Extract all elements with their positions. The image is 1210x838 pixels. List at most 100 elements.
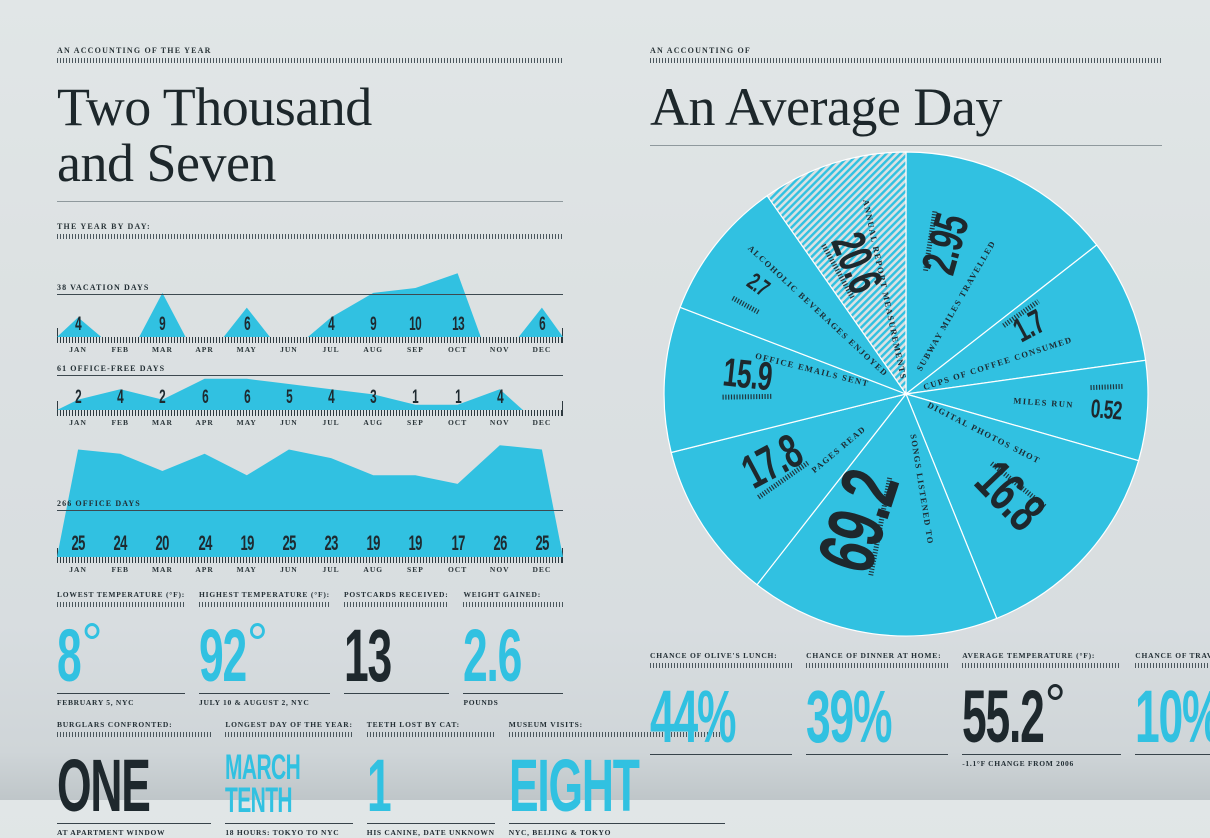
pie-slice	[663, 306, 908, 454]
pie-slice	[756, 392, 998, 637]
chart-value: 25	[535, 532, 549, 556]
stat-cell: LONGEST DAY OF THE YEAR: MARCH TENTH 18 HOU…	[225, 720, 353, 838]
stat-footnote: -1.1°F CHANGE FROM 2006	[962, 759, 1074, 769]
chart-value: 2	[75, 387, 82, 409]
year-by-day-charts: 38 VACATION DAYS 4 9 6 4 9 10 13 6 JAN FEB MAR APR MA…	[57, 253, 563, 574]
month-label: SEP	[407, 345, 424, 355]
stat-number: 92	[199, 619, 266, 693]
stat-value: MARCH TENTH	[225, 737, 352, 821]
month-label: APR	[195, 565, 214, 575]
chart-title: 61 OFFICE-FREE DAYS	[57, 364, 563, 377]
month-label: NOV	[489, 565, 510, 575]
stat-label: WEIGHT GAINED:	[463, 590, 542, 600]
stat-number-line: MARCH	[225, 747, 301, 787]
stat-cell: AVERAGE TEMPERATURE (°F): 55.2 -1.1°F CHAN…	[962, 651, 1122, 769]
chart-value: 19	[366, 532, 381, 556]
left-stats-row-2: BURGLARS CONFRONTED: ONE AT APARTMENT WIND…	[57, 720, 725, 838]
pie-slice	[903, 244, 1147, 396]
title-underline	[57, 201, 563, 203]
month-label: OCT	[447, 345, 468, 355]
chart-value: 26	[493, 532, 507, 556]
section-label: THE YEAR BY DAY:	[57, 222, 151, 232]
month-label: DEC	[532, 345, 552, 355]
month-label: DEC	[532, 565, 552, 575]
month-label: DEC	[532, 418, 552, 428]
office-free-days-chart: 61 OFFICE-FREE DAYS 2 4 2 6 6 5 4 3 1 1 4 JAN FEB MAR A…	[57, 364, 563, 427]
chart-value: 3	[370, 387, 377, 409]
chart-value	[487, 314, 513, 336]
stat-number: 55.2	[962, 679, 1063, 754]
tick-ruler	[57, 732, 212, 738]
stat-label: CHANCE OF TRAVELLING:	[1135, 651, 1210, 661]
chart-value: 5	[285, 387, 293, 409]
month-label: APR	[195, 345, 214, 355]
chart-value: 10	[409, 314, 422, 336]
stat-value: 13	[343, 607, 449, 698]
vacation-days-chart: 38 VACATION DAYS 4 9 6 4 9 10 13 6 JAN FEB MAR APR MA…	[57, 253, 563, 354]
stat-underline	[463, 693, 563, 695]
tick-ruler	[962, 663, 1122, 669]
chart-area: 61 OFFICE-FREE DAYS 2 4 2 6 6 5 4 3 1 1 4	[57, 364, 563, 411]
pie-slice	[670, 393, 908, 586]
stat-value: 92	[199, 607, 330, 693]
chart-area: 38 VACATION DAYS 4 9 6 4 9 10 13 6	[57, 253, 563, 338]
chart-title: 38 VACATION DAYS	[57, 283, 563, 296]
chart-value: 9	[159, 314, 166, 336]
chart-value: 23	[324, 532, 338, 556]
month-label: APR	[195, 418, 214, 428]
pie-slice	[905, 151, 1098, 396]
stat-value: ONE	[57, 737, 211, 828]
baseline-tick-ruler	[57, 328, 563, 344]
tick-ruler	[343, 602, 450, 608]
stat-number: 13	[343, 614, 392, 698]
month-label: OCT	[447, 418, 468, 428]
stat-footnote: AT APARTMENT WINDOW	[57, 828, 166, 838]
month-label: MAY	[236, 418, 257, 428]
stat-footnote	[650, 759, 792, 769]
month-label: SEP	[407, 565, 424, 575]
stat-footnote	[1135, 759, 1210, 769]
average-day-pie-chart: 2.95 SUBWAY MILES TRAVELLED 1.7 CUPS OF COF…	[650, 148, 1162, 643]
baseline-tick-ruler	[57, 401, 563, 417]
right-stats-row: CHANCE OF OLIVE'S LUNCH: 44% CHANCE OF DIN…	[650, 651, 1210, 769]
tick-ruler	[463, 602, 563, 608]
pie-slice-value: 15.9	[721, 350, 774, 400]
chart-value: 24	[113, 532, 128, 556]
stat-number: ONE	[57, 744, 151, 828]
stat-number: 44%	[650, 675, 736, 758]
chart-value-labels: 2 4 2 6 6 5 4 3 1 1 4	[57, 387, 563, 409]
stat-value: 44%	[650, 668, 792, 758]
pie-slice	[904, 393, 1140, 620]
degree-icon	[250, 623, 266, 640]
tick-ruler	[650, 663, 793, 669]
stat-cell: LOWEST TEMPERATURE (°F): 8 FEBRUARY 5, NYC	[57, 590, 186, 708]
stat-cell: TEETH LOST BY CAT: 1 HIS CANINE, DATE UNKN…	[366, 720, 495, 838]
stat-underline	[57, 823, 212, 825]
chart-value-labels: 25 24 20 24 19 25 23 19 19 17 26 25	[57, 532, 563, 556]
stat-number-line: TENTH	[225, 781, 293, 821]
tick-ruler	[57, 602, 186, 608]
chart-value: 19	[408, 532, 423, 556]
month-label: NOV	[489, 345, 510, 355]
stat-value: 55.2	[962, 668, 1121, 754]
month-label: SEP	[407, 418, 424, 428]
stat-number: 10%	[1135, 675, 1210, 758]
month-axis: JAN FEB MAR APR MAY JUN JUL AUG SEP OCT NOV DEC	[57, 345, 563, 354]
stat-label: LOWEST TEMPERATURE (°F):	[57, 590, 186, 600]
area-series	[57, 273, 563, 338]
stat-label: MUSEUM VISITS:	[508, 720, 583, 730]
stat-cell: WEIGHT GAINED: 2.6 POUNDS	[463, 590, 563, 708]
stat-footnote: JULY 10 & AUGUST 2, NYC	[199, 698, 310, 708]
chart-value: 6	[243, 387, 251, 409]
stat-footnote: FEBRUARY 5, NYC	[57, 698, 135, 708]
month-label: FEB	[111, 565, 130, 575]
month-label: JAN	[69, 418, 87, 428]
right-page-title: An Average Day	[650, 77, 1002, 137]
stat-number: 39%	[806, 675, 892, 758]
chart-value: 25	[282, 532, 296, 556]
chart-value: 24	[197, 532, 212, 556]
tick-ruler	[57, 58, 563, 63]
left-eyebrow: AN ACCOUNTING OF THE YEAR	[57, 46, 212, 55]
month-label: MAR	[151, 345, 173, 355]
